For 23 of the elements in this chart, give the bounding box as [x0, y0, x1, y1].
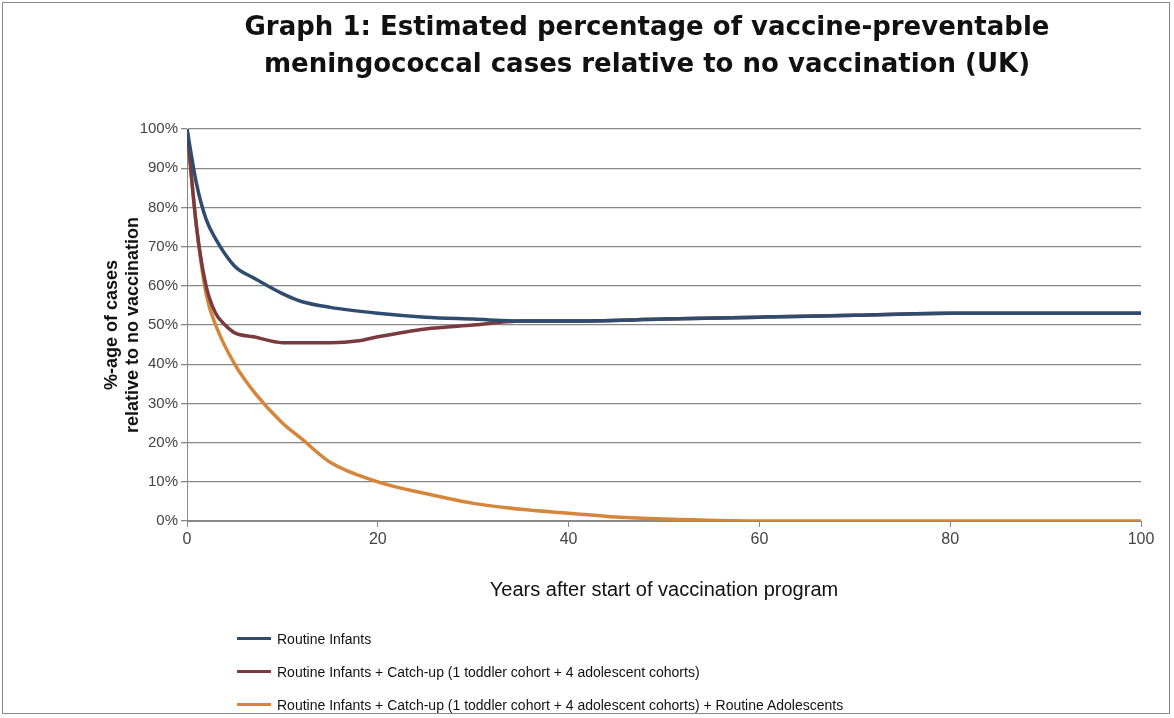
- chart-title: Graph 1: Estimated percentage of vaccine-preventable meningococcal cases relative to no vaccination (UK): [243, 10, 1051, 80]
- y-tick-label: 10%: [147, 471, 178, 489]
- y-tick-label: 20%: [147, 432, 178, 450]
- y-tick-label: 60%: [147, 275, 178, 293]
- y-tick-label: 0%: [156, 511, 178, 529]
- y-tick-label: 50%: [147, 315, 178, 333]
- y-tick-label: 100%: [139, 119, 178, 137]
- x-axis-title: Years after start of vaccination program: [489, 577, 839, 600]
- legend-label: Routine Infants + Catch-up (1 toddler cohort + 4 adolescent cohorts) + Routine Adolescents: [277, 696, 844, 713]
- y-tick-label: 80%: [147, 197, 178, 215]
- y-tick-label: 30%: [147, 393, 178, 411]
- x-tick-label: 60: [750, 530, 769, 548]
- x-tick-label: 0: [182, 530, 192, 548]
- y-axis-title: %-age of cases relative to no vaccination: [100, 216, 143, 434]
- x-tick-label: 40: [559, 530, 578, 548]
- legend-label: Routine Infants: [277, 630, 372, 647]
- y-tick-label: 90%: [147, 158, 178, 176]
- x-tick-label: 20: [368, 530, 387, 548]
- y-tick-label: 70%: [147, 236, 178, 254]
- y-tick-label: 40%: [147, 354, 178, 372]
- x-tick-label: 100: [1127, 530, 1155, 548]
- legend-label: Routine Infants + Catch-up (1 toddler cohort + 4 adolescent cohorts): [277, 663, 700, 680]
- x-tick-label: 80: [941, 530, 960, 548]
